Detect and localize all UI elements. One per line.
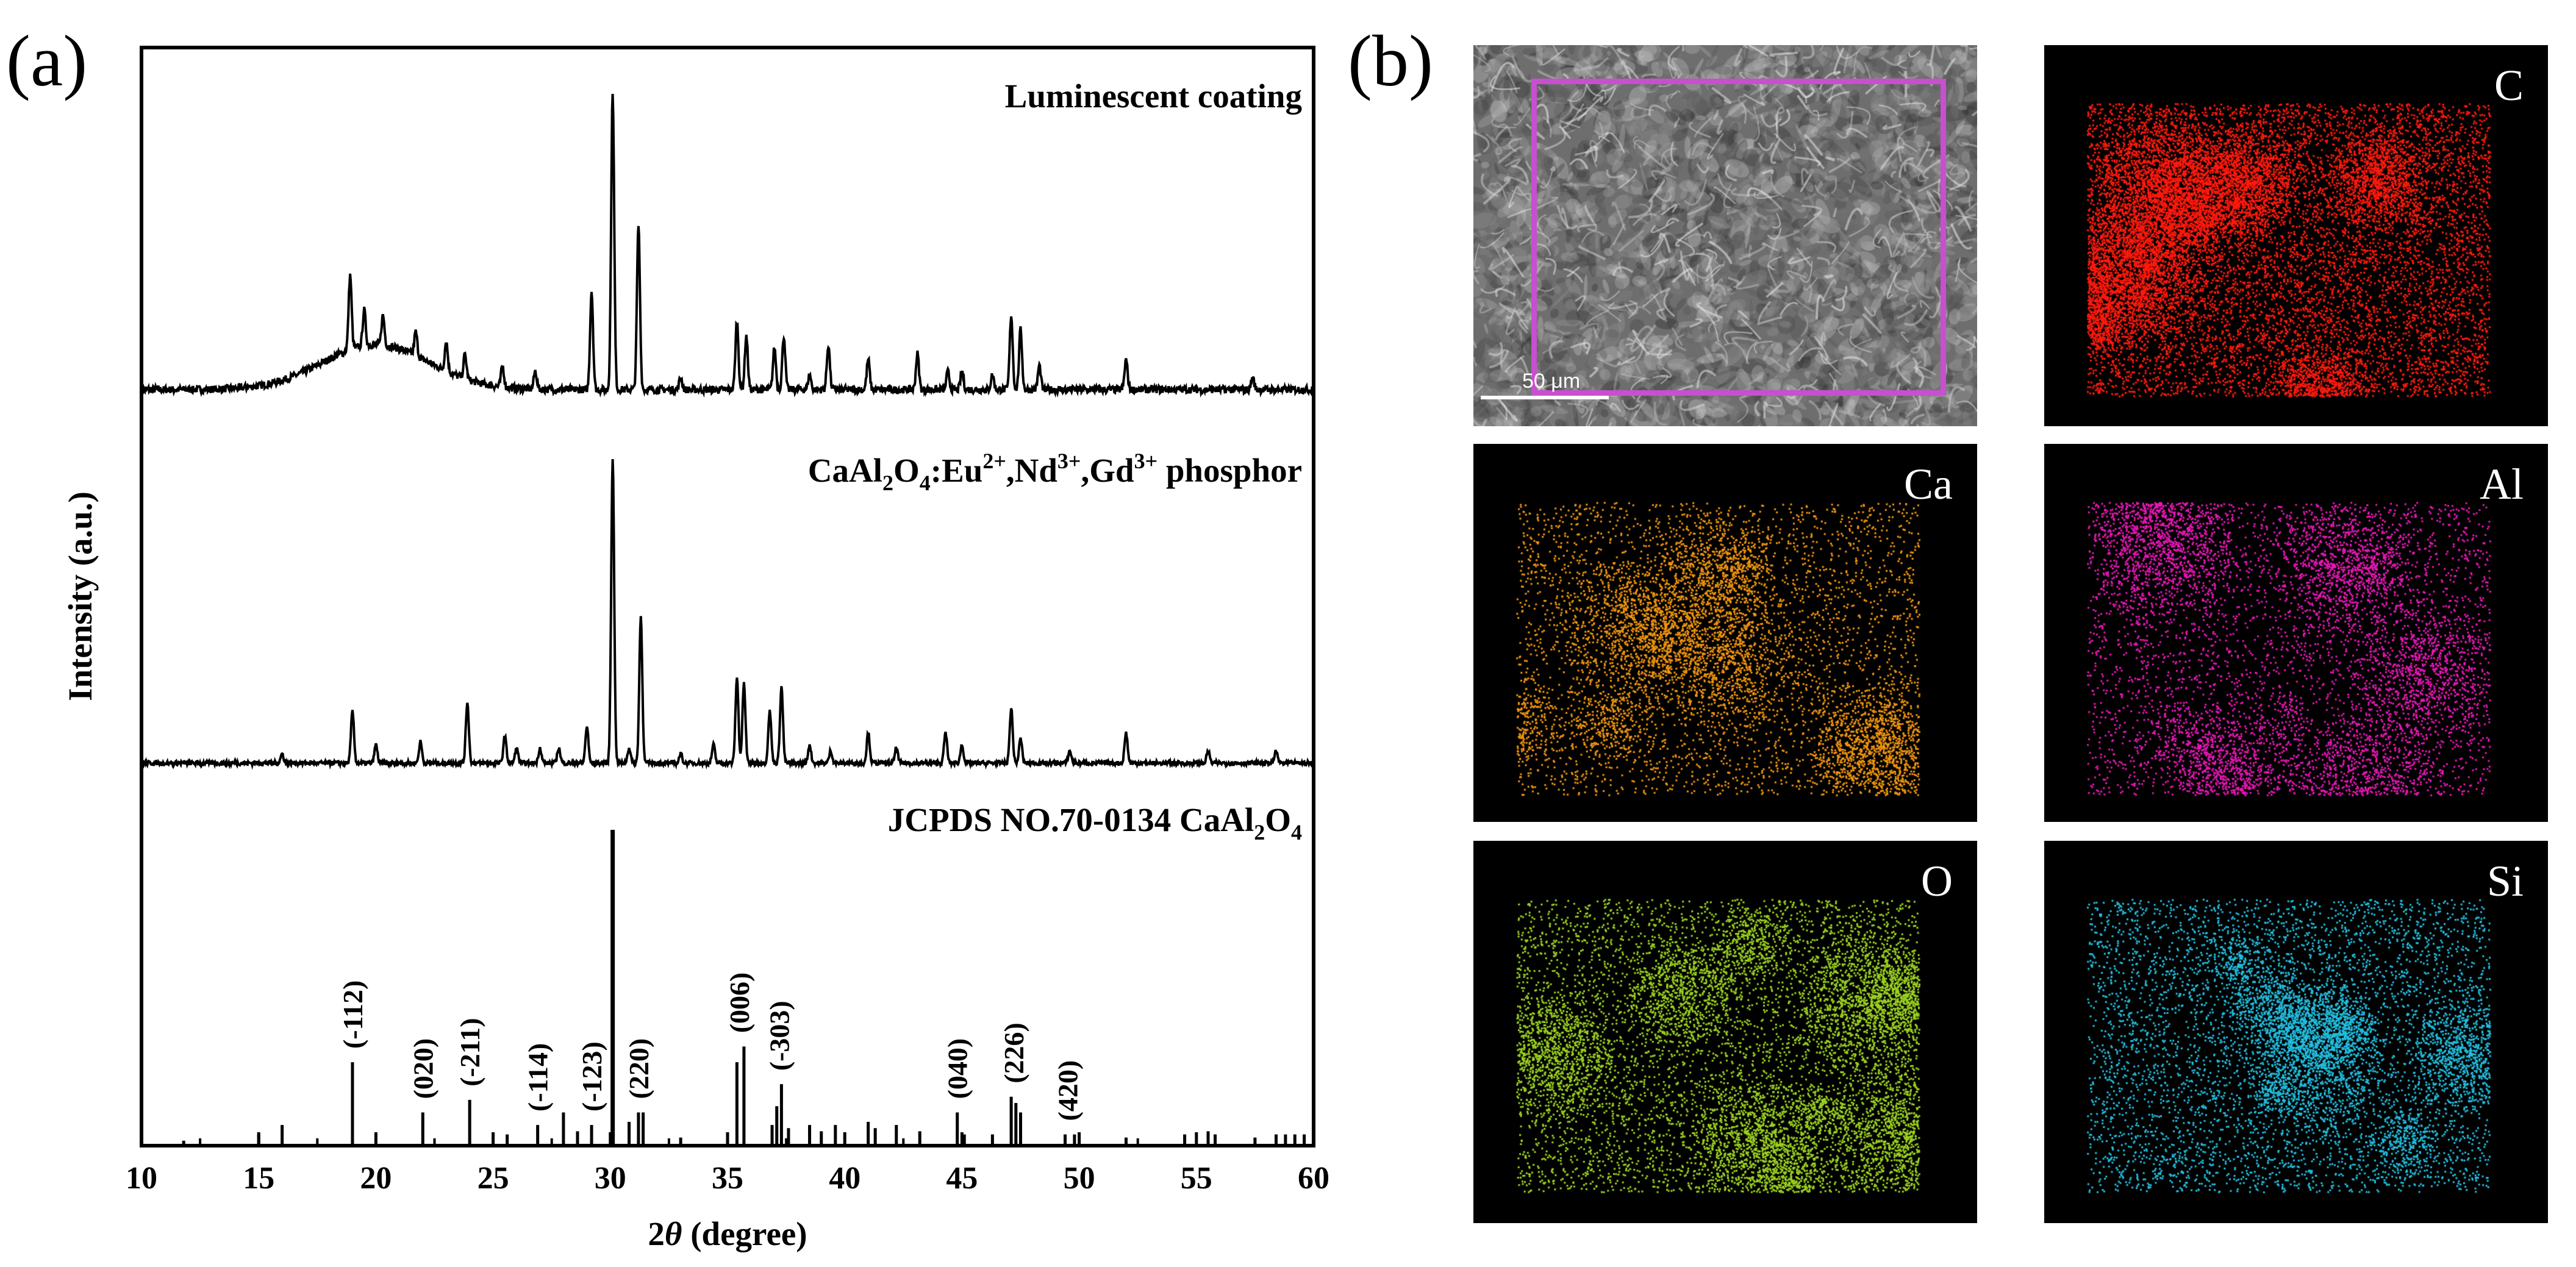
eds-map-carbon: C [2044,45,2548,426]
scale-bar [1481,396,1609,399]
x-axis-label: 2θ (degree) [648,1215,807,1252]
x-tick-label: 50 [1064,1161,1095,1196]
xrd-chart: (-112) (020) (-211) (-114) (-123) (220) (006) (… [62,46,1329,1252]
eds-map-silicon: Si [2044,841,2548,1223]
element-label-c: C [2494,61,2524,110]
element-label-o: O [1921,857,1953,905]
miller-index-label: (040) [942,1038,973,1099]
xrd-trace-phosphor [140,459,1315,770]
miller-index-label: (-211) [454,1018,485,1086]
x-tick-label: 35 [712,1161,743,1196]
x-tick-label: 15 [243,1161,274,1196]
x-tick-label: 40 [829,1161,860,1196]
x-tick-label: 55 [1181,1161,1212,1196]
x-tick-label: 45 [946,1161,978,1196]
miller-index-label: (006) [724,973,755,1033]
eds-map-aluminum: Al [2044,444,2548,822]
sem-image: 50 μm [1473,45,1977,426]
x-tick-label: 30 [595,1161,626,1196]
xrd-trace-coating [140,93,1315,398]
element-label-al: Al [2480,460,2524,509]
miller-index-label: (-123) [576,1041,607,1112]
x-tick-label: 25 [478,1161,509,1196]
x-tick-label: 60 [1298,1161,1329,1196]
element-label-ca: Ca [1904,460,1953,509]
panel-b-label: (b) [1348,20,1433,101]
x-tick-label: 10 [126,1161,157,1196]
reference-label: JCPDS NO.70-0134 CaAl2O4 [888,801,1302,844]
eds-map-oxygen: O [1473,841,1977,1223]
miller-index-label: (-112) [337,980,368,1049]
mapping-region-box [1531,79,1946,396]
series-label-phosphor: CaAl2O4:Eu2+,Nd3+,Gd3+ phosphor [808,449,1302,495]
element-label-si: Si [2486,857,2524,905]
y-axis-label: Intensity (a.u.) [62,491,99,701]
miller-index-label: (226) [998,1023,1029,1083]
eds-map-calcium: Ca [1473,444,1977,822]
panel-a-label: (a) [6,20,88,101]
miller-index-label: (420) [1052,1060,1083,1121]
miller-index-label: (-303) [764,1001,795,1071]
x-tick-label: 20 [360,1161,392,1196]
miller-index-label: (-114) [523,1043,554,1112]
sem-micrograph [1473,45,1977,426]
scale-bar-label: 50 μm [1522,369,1581,393]
series-label-coating: Luminescent coating [1005,77,1302,115]
miller-index-label: (020) [407,1038,438,1099]
miller-index-label: (220) [623,1038,654,1099]
